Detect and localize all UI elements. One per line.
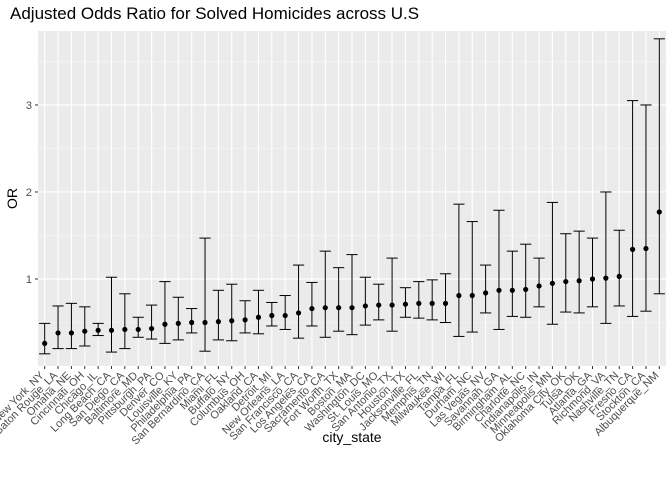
estimate-point [563,278,569,285]
estimate-point [616,273,622,279]
estimate-point [229,318,235,324]
x-axis-title: city_state [322,429,381,445]
y-axis: 1 2 3 [26,100,38,286]
chart-title: Adjusted Odds Ratio for Solved Homicides… [10,4,420,23]
y-tick-label: 3 [26,100,32,112]
y-axis-title: OR [4,188,20,209]
estimate-point [349,305,355,311]
estimate-point [282,312,288,319]
estimate-point [603,275,609,281]
estimate-point [55,330,61,336]
estimate-point [483,290,489,296]
estimate-point [202,319,208,326]
estimate-point [175,320,181,326]
estimate-point [429,300,435,306]
estimate-point [148,325,155,332]
estimate-point [629,246,636,253]
estimate-point [95,327,101,333]
estimate-point [108,327,115,333]
estimate-point [643,245,649,252]
estimate-point [549,280,556,286]
estimate-point [496,287,502,293]
estimate-point [362,303,368,309]
y-tick-label: 2 [26,187,32,199]
estimate-point [242,317,248,323]
estimate-point [336,305,342,311]
estimate-point [68,330,75,336]
estimate-points [42,209,662,346]
estimate-point [135,326,141,333]
estimate-point [189,319,195,326]
estimate-point [322,305,328,311]
estimate-point [269,312,275,319]
estimate-point [389,302,395,308]
estimate-point [456,292,462,299]
estimate-point [442,300,449,306]
estimate-point [416,300,422,306]
estimate-point [309,305,315,312]
estimate-point [162,321,168,327]
estimate-point [122,326,128,333]
estimate-point [536,283,542,289]
estimate-point [376,302,382,308]
estimate-point [469,292,475,299]
estimate-point [589,276,596,282]
estimate-point [576,278,582,284]
estimate-point [42,340,48,346]
estimate-point [295,310,302,316]
y-tick-label: 1 [26,274,32,286]
estimate-point [82,328,88,334]
estimate-point [523,286,529,293]
estimate-point [656,209,662,215]
estimate-point [215,319,221,325]
estimate-point [402,301,409,307]
estimate-point [509,287,515,293]
error-bars [39,38,665,355]
estimate-point [255,314,262,320]
